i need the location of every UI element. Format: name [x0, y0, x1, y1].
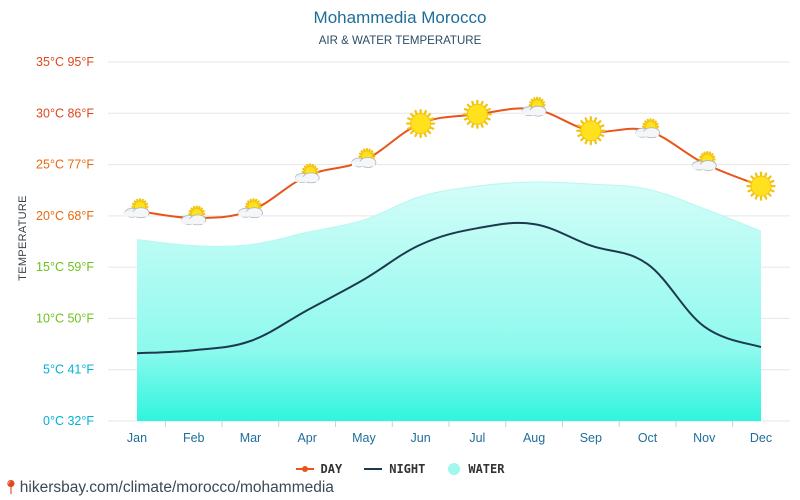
legend-label-day: DAY: [320, 462, 343, 476]
y-tick-label: 30°C 86°F: [36, 106, 94, 120]
partly-cloudy-icon: [635, 118, 660, 139]
y-tick-label: 10°C 50°F: [36, 311, 94, 325]
legend-item-day[interactable]: DAY: [295, 462, 343, 476]
sun-icon: [746, 171, 776, 201]
partly-cloudy-icon: [691, 151, 717, 171]
sun-icon: [576, 116, 606, 146]
legend-label-night: NIGHT: [389, 462, 426, 476]
chart-subtitle: AIR & WATER TEMPERATURE: [318, 35, 482, 47]
weather-icons: [124, 96, 776, 226]
legend: DAY NIGHT WATER: [0, 462, 800, 476]
x-tick-label: Apr: [297, 431, 316, 445]
legend-item-night[interactable]: NIGHT: [364, 462, 425, 476]
sun-icon: [462, 99, 492, 129]
partly-cloudy-icon: [351, 147, 377, 168]
y-axis-ticks: 0°C 32°F 5°C 41°F 10°C 50°F 15°C 59°F 20°C 6…: [36, 55, 94, 428]
water-series: [136, 181, 762, 421]
water-area: [137, 181, 761, 421]
y-tick-label: 0°C 32°F: [43, 414, 94, 428]
x-tick-label: Oct: [638, 431, 658, 445]
source-link[interactable]: 📍︎hikersbay.com/climate/morocco/mohammed…: [2, 479, 334, 497]
legend-item-water[interactable]: WATER: [447, 462, 504, 476]
x-tick-label: May: [352, 431, 376, 445]
day-line-icon: [295, 466, 314, 472]
legend-label-water: WATER: [468, 462, 505, 476]
chart-title: Mohammedia Morocco: [313, 8, 487, 27]
partly-cloudy-icon: [521, 96, 547, 117]
y-tick-label: 15°C 59°F: [36, 260, 94, 274]
x-tick-label: Sep: [580, 431, 602, 445]
partly-cloudy-icon: [238, 198, 263, 219]
source-url[interactable]: hikersbay.com/climate/morocco/mohammedia: [19, 479, 334, 496]
night-line-icon: [364, 468, 383, 470]
y-tick-label: 25°C 77°F: [36, 158, 94, 172]
x-tick-label: Jan: [127, 431, 147, 445]
water-dot-icon: [448, 463, 461, 475]
partly-cloudy-icon: [181, 205, 207, 226]
night-line: [136, 221, 762, 355]
y-tick-label: 20°C 68°F: [36, 209, 94, 223]
x-tick-label: Mar: [240, 431, 262, 445]
x-axis-ticks: Jan Feb Mar Apr May Jun Jul Aug Sep Oct Nov Dec: [127, 421, 772, 445]
y-tick-label: 35°C 95°F: [36, 55, 94, 69]
x-tick-label: Jul: [469, 431, 485, 445]
partly-cloudy-icon: [124, 198, 150, 219]
x-tick-label: Jun: [411, 431, 431, 445]
night-series: [136, 221, 762, 355]
water-line: [136, 181, 762, 247]
map-pin-icon: 📍︎: [2, 479, 20, 495]
x-tick-label: Feb: [183, 431, 205, 445]
x-tick-label: Nov: [693, 431, 716, 445]
x-tick-label: Aug: [523, 431, 545, 445]
sun-icon: [406, 108, 436, 139]
x-tick-label: Dec: [750, 431, 772, 445]
partly-cloudy-icon: [294, 163, 320, 184]
y-tick-label: 5°C 41°F: [43, 363, 94, 377]
